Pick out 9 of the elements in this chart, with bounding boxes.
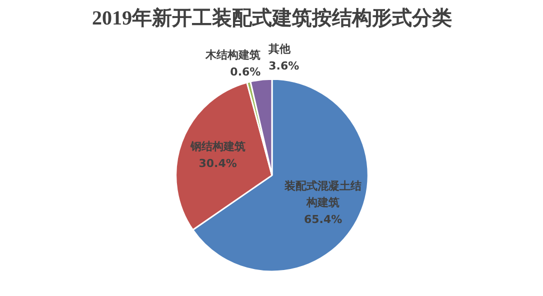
data-label: 0.6%: [230, 65, 261, 78]
slice-label: 钢结构建筑: [189, 140, 246, 154]
slice-label: 木结构建筑: [204, 48, 261, 62]
slice-label: 其他: [268, 42, 292, 56]
slice-label: 装配式混凝土结构建筑: [284, 179, 362, 210]
data-label: 3.6%: [268, 60, 300, 73]
data-label: 65.4%: [304, 213, 342, 226]
data-label: 30.4%: [198, 156, 237, 170]
chart-title: 2019年新开工装配式建筑按结构形式分类: [92, 6, 452, 30]
